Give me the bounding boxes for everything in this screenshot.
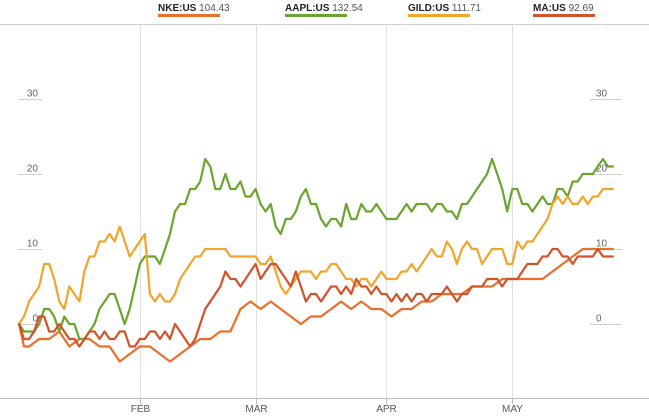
y-axis-labels-left: 0 10 20 30 xyxy=(27,89,39,325)
x-tick-label: MAY xyxy=(502,404,523,415)
x-tick-label: APR xyxy=(376,404,397,415)
series-line-aapl xyxy=(17,157,614,341)
y-tick-label-right: 20 xyxy=(596,164,608,175)
y-axis-labels-right: 0 10 20 30 xyxy=(596,89,608,325)
y-tick-label-right: 0 xyxy=(596,314,602,325)
y-tick-label-left: 10 xyxy=(27,239,39,250)
series-line-nke xyxy=(17,247,614,363)
legend-item-aapl[interactable]: AAPL:US 132.54 xyxy=(285,3,363,17)
legend-value: 132.54 xyxy=(332,3,363,14)
legend-color-bar xyxy=(285,14,347,17)
legend-value: 111.71 xyxy=(451,3,481,14)
y-tick-label-right: 10 xyxy=(596,239,608,250)
y-tick-label-left: 30 xyxy=(27,89,39,100)
horizontal-gridlines xyxy=(18,99,622,325)
legend-symbol: GILD:US xyxy=(408,3,450,14)
legend-item-nke[interactable]: NKE:US 104.43 xyxy=(158,3,230,17)
series-line-ma xyxy=(17,247,614,348)
y-tick-label-left: 20 xyxy=(27,164,39,175)
x-tick-label: FEB xyxy=(131,404,151,415)
legend-item-ma[interactable]: MA:US 92.69 xyxy=(533,3,595,17)
legend-symbol: MA:US xyxy=(533,3,566,14)
legend-color-bar xyxy=(408,14,470,17)
legend-color-bar xyxy=(158,14,220,17)
series-line-gild xyxy=(17,187,614,326)
legend-symbol: NKE:US xyxy=(158,3,197,14)
legend-value: 92.69 xyxy=(568,3,594,14)
y-tick-label-right: 30 xyxy=(596,89,608,100)
legend-item-gild[interactable]: GILD:US 111.71 xyxy=(408,3,481,17)
x-axis-labels: FEB MAR APR MAY xyxy=(131,404,524,415)
series-lines xyxy=(17,157,614,363)
x-tick-label: MAR xyxy=(245,404,267,415)
legend: NKE:US 104.43 AAPL:US 132.54 GILD:US 111… xyxy=(0,3,649,23)
y-tick-label-left: 0 xyxy=(32,314,38,325)
vertical-gridlines xyxy=(140,25,513,404)
legend-color-bar xyxy=(533,14,595,17)
legend-symbol: AAPL:US xyxy=(285,3,330,14)
legend-value: 104.43 xyxy=(199,3,230,14)
